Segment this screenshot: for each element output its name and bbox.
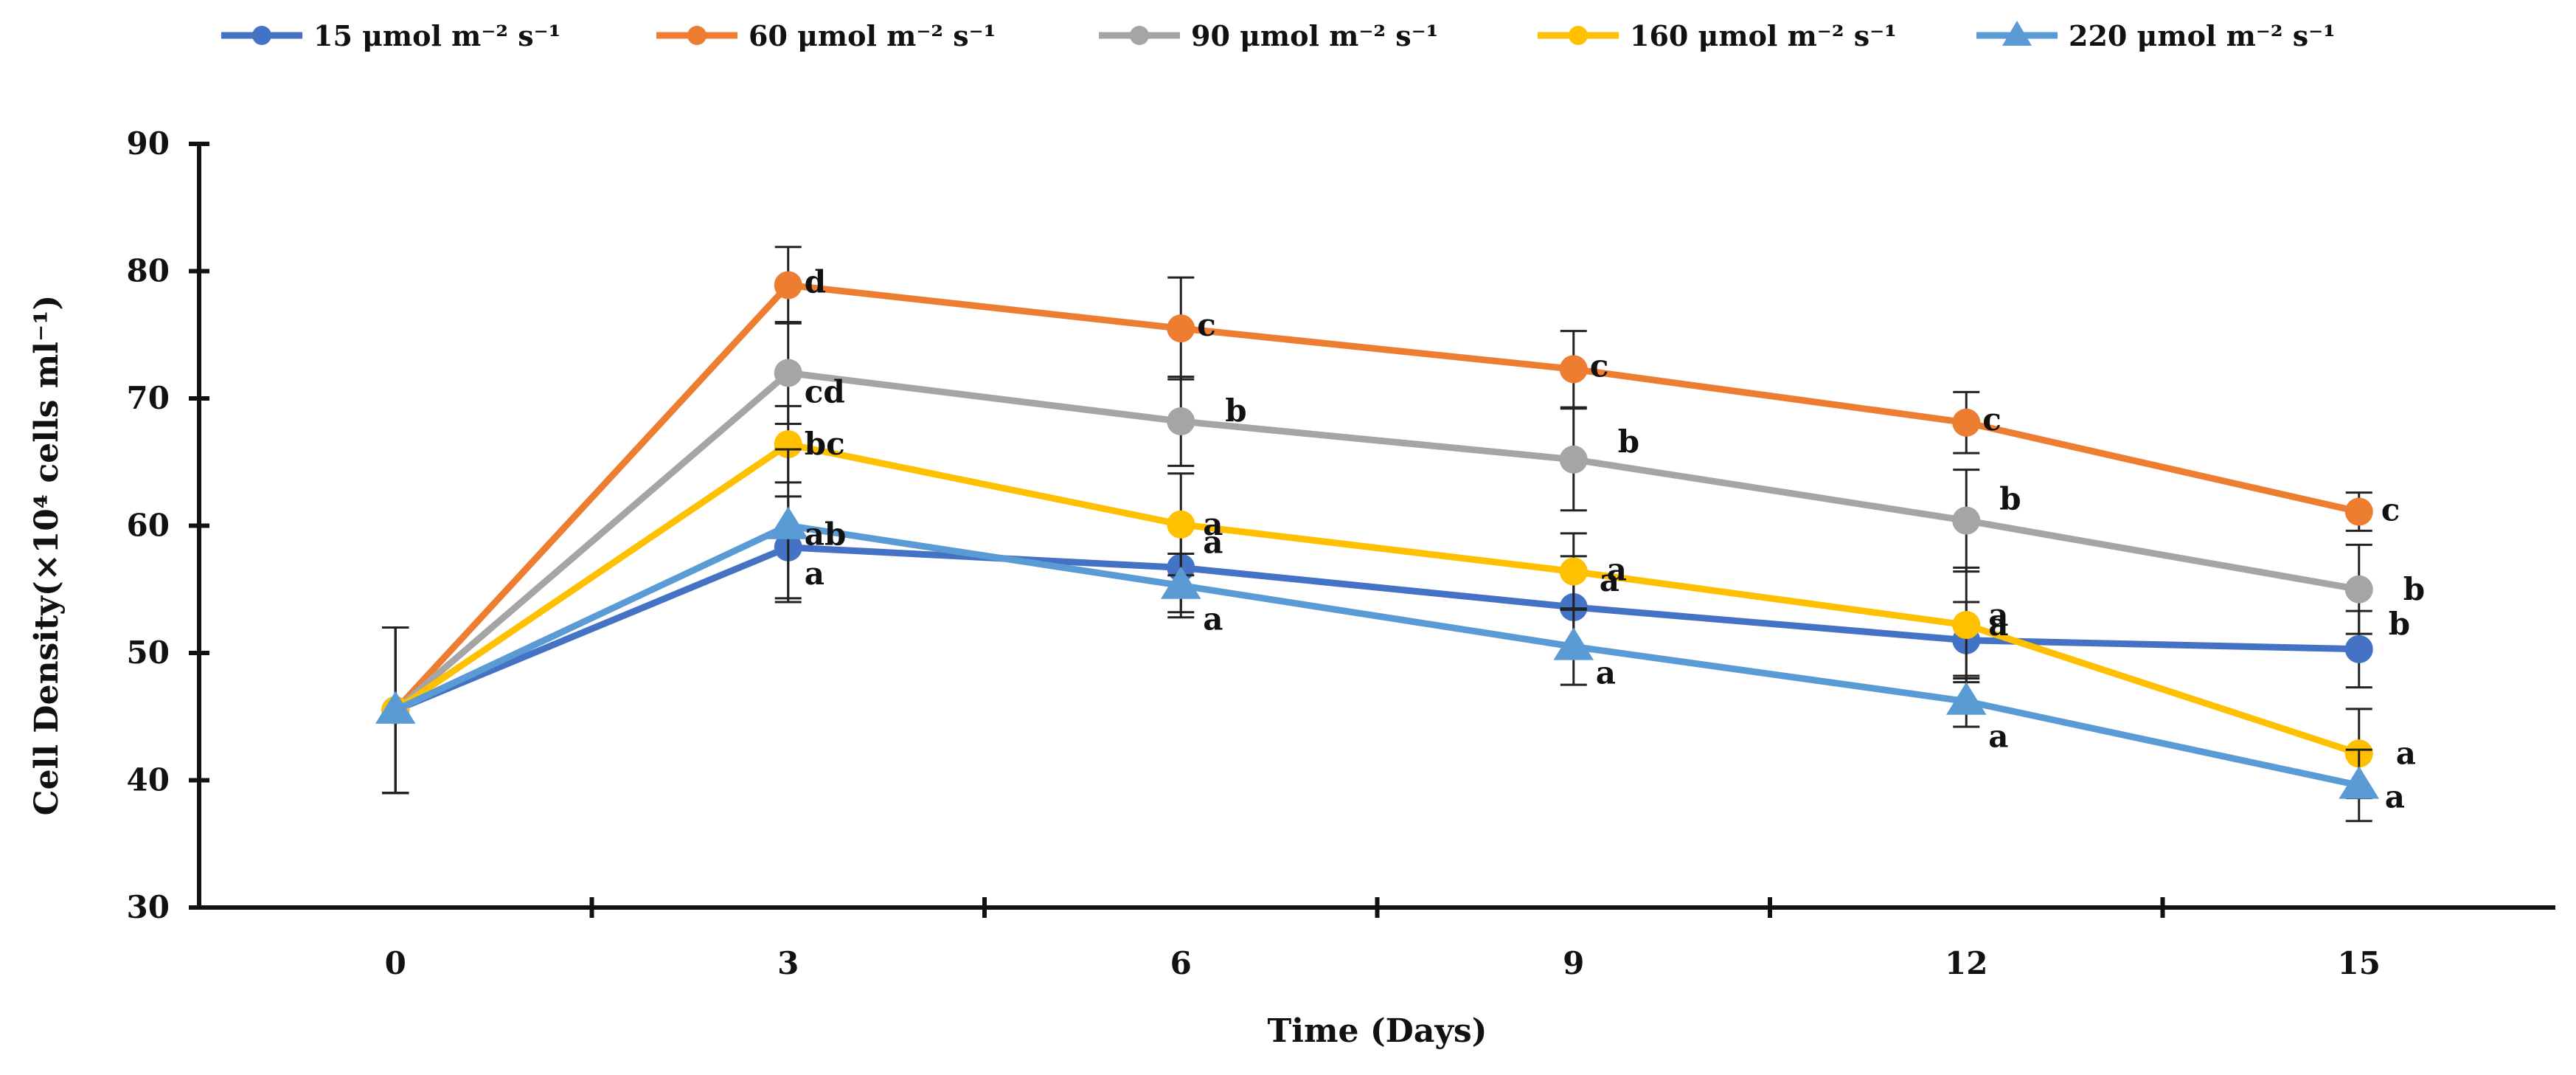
data-label: a <box>1600 562 1619 598</box>
data-label: b <box>1225 393 1246 429</box>
data-label: a <box>1203 601 1223 637</box>
data-label: a <box>1988 606 2008 643</box>
data-label: a <box>805 556 824 592</box>
data-label: d <box>805 263 826 300</box>
data-label: a <box>1203 524 1223 560</box>
series-line <box>392 281 2360 713</box>
x-tick-label: 0 <box>385 945 406 981</box>
data-label: a <box>1203 506 1223 542</box>
data-point <box>2344 635 2373 663</box>
y-tick-label: 50 <box>127 635 170 671</box>
data-point <box>1167 510 1195 539</box>
data-point <box>1952 506 1981 535</box>
y-tick-label: 40 <box>127 762 170 798</box>
data-label: c <box>1982 401 2002 438</box>
data-label: b <box>2403 571 2425 607</box>
legend-marker <box>1130 26 1149 45</box>
data-point <box>1167 407 1195 436</box>
data-label: b <box>2389 606 2410 642</box>
legend-marker <box>1569 26 1588 45</box>
legend-label: 60 μmol m⁻² s⁻¹ <box>749 19 996 52</box>
legend-marker <box>252 26 271 45</box>
data-label: bc <box>805 426 845 462</box>
data-point <box>375 691 416 724</box>
data-point <box>1167 314 1195 343</box>
data-point <box>774 359 802 387</box>
legend-label: 15 μmol m⁻² s⁻¹ <box>313 19 560 52</box>
data-point <box>2344 497 2373 526</box>
y-tick-label: 70 <box>127 380 170 416</box>
series-line <box>394 544 2359 713</box>
data-label: c <box>2381 492 2400 528</box>
y-tick-label: 80 <box>127 253 170 289</box>
legend-marker <box>687 26 707 45</box>
y-axis-title: Cell Density(×10⁴ cells ml⁻¹) <box>28 295 66 816</box>
data-point <box>2339 766 2380 799</box>
data-point <box>1160 566 1201 599</box>
data-label: a <box>1596 654 1616 691</box>
series-5 <box>375 448 2380 823</box>
data-point <box>1559 355 1588 384</box>
data-label: a <box>1988 719 2008 755</box>
legend-label: 160 μmol m⁻² s⁻¹ <box>1630 19 1897 52</box>
series-line <box>394 522 2360 789</box>
series-line <box>393 370 2360 713</box>
data-point <box>774 430 802 459</box>
data-point <box>1553 627 1594 660</box>
x-tick-label: 9 <box>1563 945 1584 981</box>
legend-marker <box>2002 21 2032 46</box>
data-label: b <box>1999 481 2021 517</box>
series-layer <box>375 246 2380 823</box>
legend-label: 220 μmol m⁻² s⁻¹ <box>2069 19 2336 52</box>
data-label: a <box>2385 778 2405 815</box>
data-point <box>1559 557 1588 586</box>
data-label: a <box>1607 552 1627 588</box>
data-point <box>774 271 802 300</box>
data-point <box>1952 408 1981 437</box>
x-tick-label: 15 <box>2338 945 2381 981</box>
y-tick-label: 30 <box>127 889 170 925</box>
legend-item-3: 90 μmol m⁻² s⁻¹ <box>1099 19 1438 52</box>
data-point <box>1952 611 1981 640</box>
data-label: cd <box>805 374 845 410</box>
data-point <box>2344 575 2373 604</box>
x-axis-title: Time (Days) <box>1268 1012 1487 1050</box>
x-tick-label: 6 <box>1170 945 1192 981</box>
legend-item-2: 60 μmol m⁻² s⁻¹ <box>656 19 996 52</box>
x-tick-label: 3 <box>777 945 799 981</box>
data-point <box>768 506 809 539</box>
data-label: b <box>1618 424 1639 460</box>
data-label: a <box>1988 597 2008 633</box>
legend-item-1: 15 μmol m⁻² s⁻¹ <box>221 19 560 52</box>
legend-item-5: 220 μmol m⁻² s⁻¹ <box>1976 19 2336 52</box>
data-label: ab <box>805 516 847 553</box>
data-label: c <box>1197 307 1216 343</box>
x-tick-label: 12 <box>1945 945 1987 981</box>
legend: 15 μmol m⁻² s⁻¹ 60 μmol m⁻² s⁻¹ 90 μmol m⁻… <box>221 19 2336 52</box>
legend-item-4: 160 μmol m⁻² s⁻¹ <box>1538 19 1897 52</box>
legend-label: 90 μmol m⁻² s⁻¹ <box>1191 19 1438 52</box>
axes: 30 40 50 60 70 80 90 0 3 6 9 12 15 <box>127 125 2555 981</box>
y-tick-label: 60 <box>127 508 170 544</box>
data-label: c <box>1590 348 1609 384</box>
data-label: a <box>2396 735 2416 771</box>
series-3 <box>381 321 2373 795</box>
data-point <box>1559 445 1588 474</box>
y-tick-label: 90 <box>127 125 170 162</box>
series-line <box>393 440 2361 757</box>
data-point <box>1945 682 1987 715</box>
